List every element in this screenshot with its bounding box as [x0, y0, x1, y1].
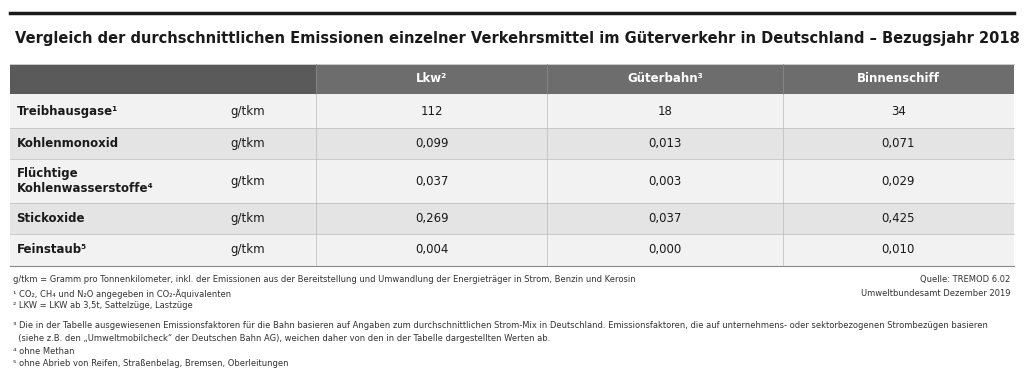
Text: Treibhausgase¹: Treibhausgase¹: [16, 105, 118, 118]
Bar: [316, 64, 1014, 94]
Text: ⁴ ohne Methan: ⁴ ohne Methan: [13, 346, 75, 355]
Text: Flüchtige
Kohlenwasserstoffe⁴: Flüchtige Kohlenwasserstoffe⁴: [16, 167, 154, 196]
Text: 112: 112: [421, 105, 443, 118]
Text: 0,000: 0,000: [648, 243, 682, 256]
Text: 0,269: 0,269: [415, 212, 449, 225]
Text: 0,013: 0,013: [648, 137, 682, 150]
Text: ² LKW = LKW ab 3,5t, Sattelzüge, Lastzüge: ² LKW = LKW ab 3,5t, Sattelzüge, Lastzüg…: [13, 301, 194, 310]
Text: 0,004: 0,004: [415, 243, 449, 256]
Bar: [10, 64, 316, 94]
Text: 18: 18: [657, 105, 673, 118]
Text: 0,425: 0,425: [882, 212, 915, 225]
Text: g/tkm: g/tkm: [230, 175, 265, 187]
Text: Quelle: TREMOD 6.02: Quelle: TREMOD 6.02: [921, 275, 1011, 284]
Text: Stickoxide: Stickoxide: [16, 212, 85, 225]
Text: g/tkm = Gramm pro Tonnenkilometer, inkl. der Emissionen aus der Bereitstellung u: g/tkm = Gramm pro Tonnenkilometer, inkl.…: [13, 275, 636, 284]
Text: Vergleich der durchschnittlichen Emissionen einzelner Verkehrsmittel im Güterver: Vergleich der durchschnittlichen Emissio…: [15, 31, 1020, 46]
Bar: [10, 234, 1014, 266]
Bar: [10, 203, 1014, 234]
Text: Feinstaub⁵: Feinstaub⁵: [16, 243, 87, 256]
Text: 0,037: 0,037: [648, 212, 682, 225]
Text: g/tkm: g/tkm: [230, 137, 265, 150]
Text: ⁵ ohne Abrieb von Reifen, Straßenbelag, Bremsen, Oberleitungen: ⁵ ohne Abrieb von Reifen, Straßenbelag, …: [13, 359, 289, 368]
Text: ¹ CO₂, CH₄ und N₂O angegeben in CO₂-Äquivalenten: ¹ CO₂, CH₄ und N₂O angegeben in CO₂-Äqui…: [13, 289, 231, 299]
Text: 0,099: 0,099: [415, 137, 449, 150]
Text: (siehe z.B. den „Umweltmobilcheck“ der Deutschen Bahn AG), weichen daher von den: (siehe z.B. den „Umweltmobilcheck“ der D…: [13, 334, 551, 343]
Text: ³ Die in der Tabelle ausgewiesenen Emissionsfaktoren für die Bahn basieren auf A: ³ Die in der Tabelle ausgewiesenen Emiss…: [13, 321, 988, 330]
Text: Lkw²: Lkw²: [416, 72, 447, 85]
Bar: [10, 94, 1014, 128]
Text: Binnenschiff: Binnenschiff: [857, 72, 940, 85]
Text: Umweltbundesamt Dezember 2019: Umweltbundesamt Dezember 2019: [861, 289, 1011, 298]
Bar: [10, 128, 1014, 159]
Text: 34: 34: [891, 105, 906, 118]
Text: 0,010: 0,010: [882, 243, 915, 256]
Bar: [10, 159, 1014, 203]
Text: 0,037: 0,037: [415, 175, 449, 187]
Text: 0,003: 0,003: [648, 175, 682, 187]
Text: 0,071: 0,071: [882, 137, 915, 150]
Text: g/tkm: g/tkm: [230, 243, 265, 256]
Text: g/tkm: g/tkm: [230, 105, 265, 118]
Text: g/tkm: g/tkm: [230, 212, 265, 225]
Text: Kohlenmonoxid: Kohlenmonoxid: [16, 137, 119, 150]
Text: Güterbahn³: Güterbahn³: [627, 72, 702, 85]
Text: 0,029: 0,029: [882, 175, 915, 187]
